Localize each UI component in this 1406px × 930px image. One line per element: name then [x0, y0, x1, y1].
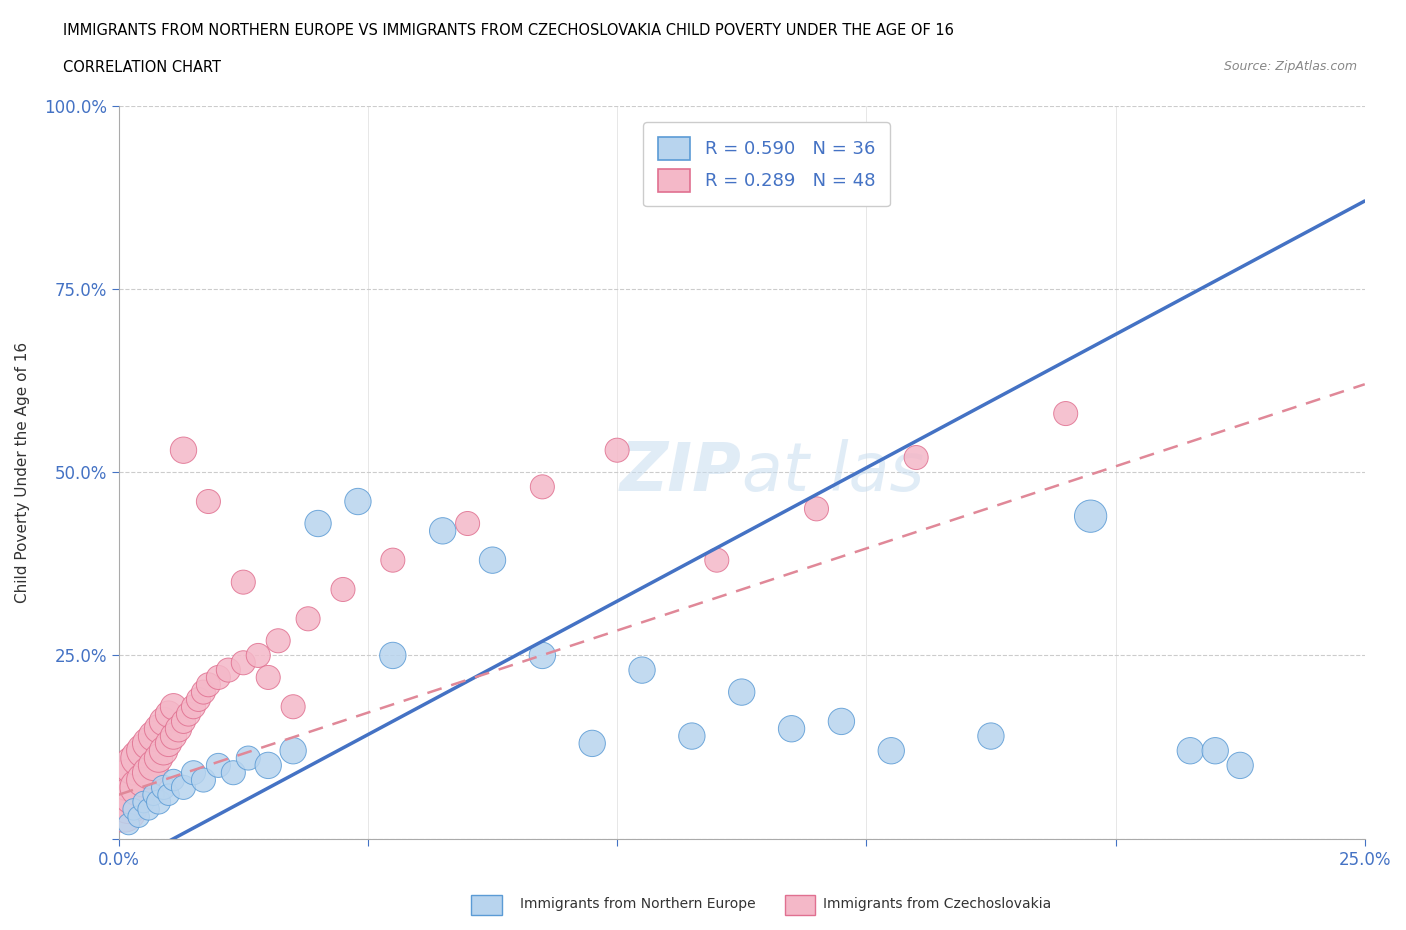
- Point: [806, 501, 828, 516]
- Point: [197, 494, 219, 509]
- Point: [905, 450, 928, 465]
- Point: [232, 656, 254, 671]
- Point: [222, 765, 245, 780]
- Point: [142, 728, 165, 743]
- Text: Immigrants from Czechoslovakia: Immigrants from Czechoslovakia: [823, 897, 1050, 911]
- Point: [1080, 509, 1102, 524]
- Point: [148, 751, 170, 765]
- Point: [307, 516, 329, 531]
- Point: [167, 722, 190, 737]
- Point: [207, 670, 229, 684]
- Point: [332, 582, 354, 597]
- Point: [1180, 743, 1202, 758]
- Point: [183, 699, 205, 714]
- Point: [118, 794, 141, 809]
- Point: [531, 480, 554, 495]
- Point: [132, 743, 155, 758]
- Point: [238, 751, 260, 765]
- Point: [193, 773, 215, 788]
- Point: [183, 765, 205, 780]
- Point: [138, 736, 160, 751]
- Text: ZIP: ZIP: [620, 439, 742, 505]
- Point: [132, 794, 155, 809]
- Point: [138, 765, 160, 780]
- Point: [128, 751, 150, 765]
- Text: Immigrants from Northern Europe: Immigrants from Northern Europe: [520, 897, 756, 911]
- Point: [780, 722, 803, 737]
- Point: [381, 648, 404, 663]
- Point: [157, 736, 180, 751]
- Point: [232, 575, 254, 590]
- Point: [706, 552, 728, 567]
- Point: [162, 773, 184, 788]
- Point: [217, 663, 239, 678]
- Point: [148, 794, 170, 809]
- Point: [122, 802, 145, 817]
- Y-axis label: Child Poverty Under the Age of 16: Child Poverty Under the Age of 16: [15, 341, 30, 603]
- Point: [830, 714, 852, 729]
- Point: [257, 758, 280, 773]
- Point: [142, 788, 165, 803]
- Point: [138, 802, 160, 817]
- Point: [731, 684, 754, 699]
- Point: [281, 699, 304, 714]
- Text: at las: at las: [742, 439, 924, 505]
- Point: [173, 780, 195, 795]
- Point: [193, 684, 215, 699]
- Point: [247, 648, 270, 663]
- Point: [281, 743, 304, 758]
- Point: [297, 611, 319, 626]
- Point: [128, 780, 150, 795]
- Point: [112, 802, 135, 817]
- Point: [162, 728, 184, 743]
- Point: [173, 443, 195, 458]
- Point: [173, 714, 195, 729]
- Point: [631, 663, 654, 678]
- Point: [267, 633, 290, 648]
- Point: [162, 699, 184, 714]
- Point: [157, 788, 180, 803]
- Point: [118, 817, 141, 831]
- Point: [132, 773, 155, 788]
- Point: [152, 714, 174, 729]
- Point: [681, 728, 703, 743]
- Point: [606, 443, 628, 458]
- Point: [257, 670, 280, 684]
- Point: [122, 758, 145, 773]
- Point: [880, 743, 903, 758]
- Point: [128, 809, 150, 824]
- Point: [207, 758, 229, 773]
- Point: [157, 707, 180, 722]
- Point: [1229, 758, 1251, 773]
- Point: [122, 788, 145, 803]
- Point: [148, 722, 170, 737]
- Point: [118, 773, 141, 788]
- Point: [197, 677, 219, 692]
- Text: CORRELATION CHART: CORRELATION CHART: [63, 60, 221, 75]
- Point: [187, 692, 209, 707]
- Point: [581, 736, 603, 751]
- Point: [381, 552, 404, 567]
- Point: [152, 780, 174, 795]
- Point: [481, 552, 503, 567]
- Text: Source: ZipAtlas.com: Source: ZipAtlas.com: [1223, 60, 1357, 73]
- Point: [432, 524, 454, 538]
- Point: [457, 516, 479, 531]
- Legend: R = 0.590   N = 36, R = 0.289   N = 48: R = 0.590 N = 36, R = 0.289 N = 48: [644, 122, 890, 206]
- Text: IMMIGRANTS FROM NORTHERN EUROPE VS IMMIGRANTS FROM CZECHOSLOVAKIA CHILD POVERTY : IMMIGRANTS FROM NORTHERN EUROPE VS IMMIG…: [63, 23, 955, 38]
- Point: [1054, 406, 1077, 421]
- Point: [980, 728, 1002, 743]
- Point: [347, 494, 370, 509]
- Point: [531, 648, 554, 663]
- Point: [177, 707, 200, 722]
- Point: [1204, 743, 1226, 758]
- Point: [152, 743, 174, 758]
- Point: [142, 758, 165, 773]
